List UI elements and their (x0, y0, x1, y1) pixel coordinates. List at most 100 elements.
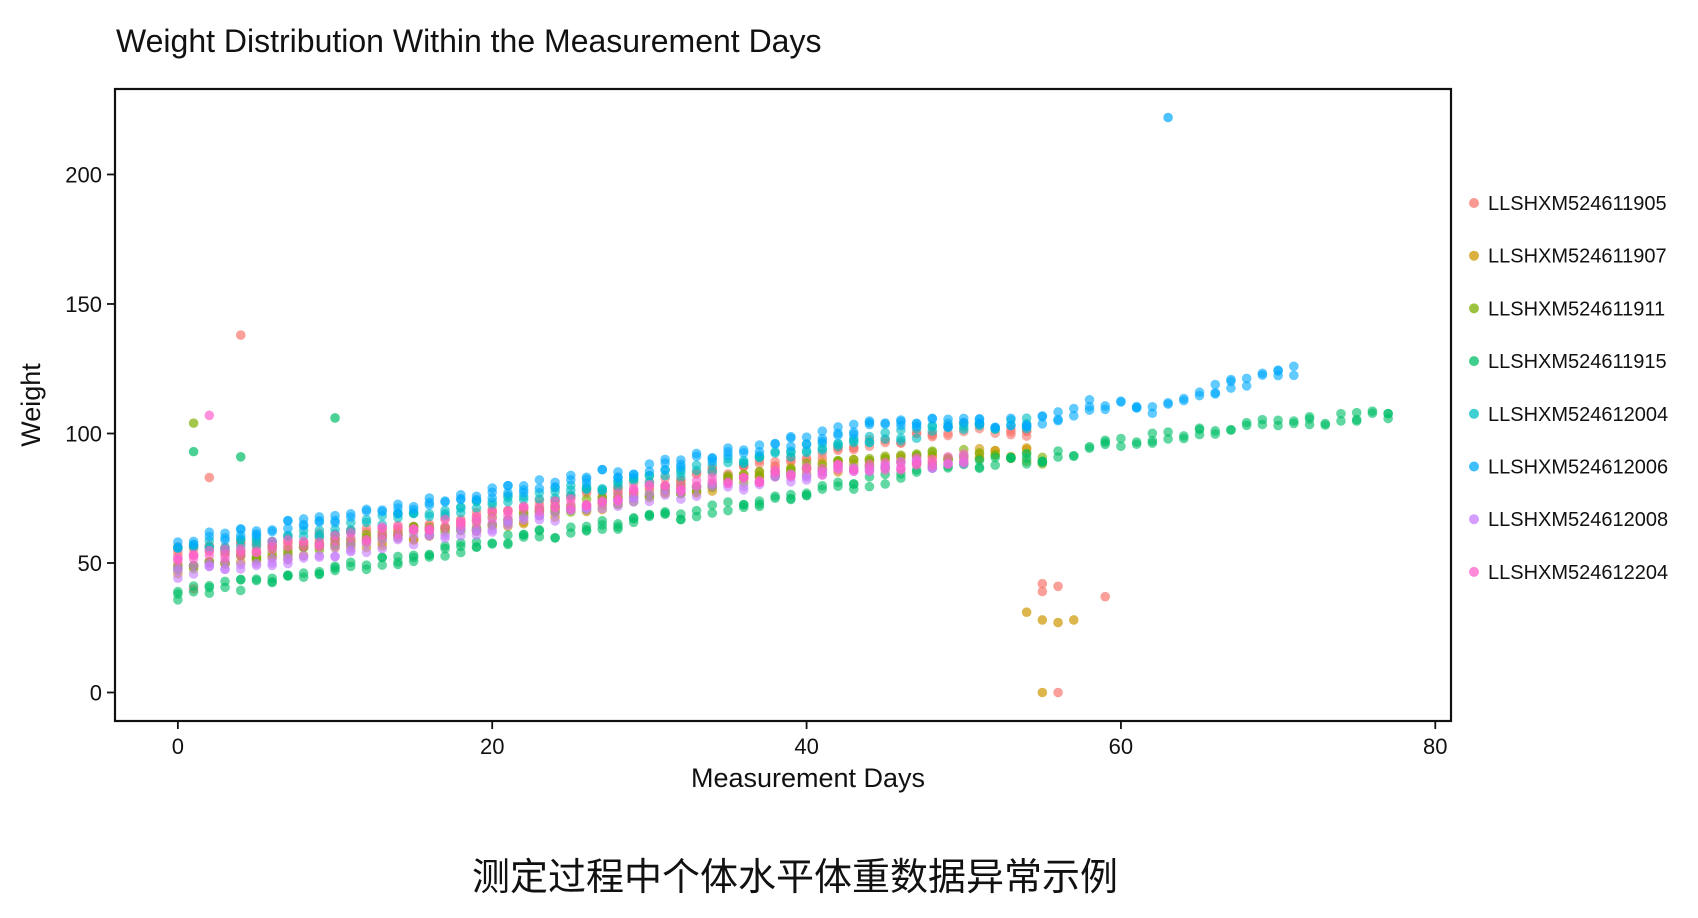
data-point (927, 413, 938, 424)
data-point (251, 529, 262, 539)
data-point (377, 543, 388, 554)
data-point (534, 531, 545, 542)
data-point (974, 463, 985, 474)
data-point (691, 480, 702, 491)
data-point (628, 485, 639, 495)
data-point (1194, 387, 1205, 398)
data-point (330, 517, 340, 528)
data-point (1226, 383, 1236, 393)
data-point (440, 522, 450, 533)
data-point (377, 523, 388, 534)
data-point (361, 517, 372, 528)
x-tick-label: 0 (172, 734, 184, 759)
data-point (597, 524, 608, 535)
data-point (801, 432, 812, 442)
data-point (534, 483, 545, 494)
data-point (628, 469, 639, 479)
data-point (644, 479, 655, 490)
data-point (801, 439, 812, 450)
outlier-point (188, 418, 199, 428)
data-point (1241, 381, 1252, 391)
data-point (833, 439, 843, 449)
y-tick-label: 50 (78, 551, 102, 576)
y-tick-label: 200 (65, 162, 102, 187)
data-point (943, 459, 953, 470)
data-point (943, 414, 953, 425)
data-point (314, 552, 325, 563)
data-point (188, 569, 199, 579)
data-point (754, 440, 765, 450)
x-tick-label: 20 (480, 734, 504, 759)
data-point (660, 454, 670, 465)
data-point (1037, 419, 1048, 429)
data-point (173, 573, 183, 583)
data-points (173, 112, 1393, 698)
data-point (1147, 438, 1158, 448)
series-LLSHXM524611915 (173, 406, 1393, 605)
data-point (833, 477, 843, 488)
data-point (676, 472, 686, 482)
outlier-point (1037, 687, 1048, 698)
data-point (377, 560, 388, 570)
data-point (676, 494, 686, 504)
legend: LLSHXM524611905 LLSHXM524611907 LLSHXM5246… (1469, 193, 1668, 584)
data-point (503, 538, 513, 548)
data-point (455, 494, 466, 504)
data-point (1383, 408, 1393, 419)
data-point (1053, 446, 1063, 456)
data-point (235, 547, 246, 557)
data-point (1116, 441, 1126, 452)
data-point (393, 557, 403, 567)
data-point (267, 558, 277, 568)
data-point (691, 451, 702, 462)
data-point (1241, 373, 1252, 384)
data-point (471, 494, 482, 505)
data-point (660, 490, 670, 500)
legend-swatch (1469, 198, 1479, 208)
data-point (723, 497, 733, 507)
data-point (691, 491, 702, 502)
data-point (251, 547, 262, 558)
outlier-point (1100, 591, 1111, 602)
data-point (455, 520, 466, 531)
data-point (440, 514, 450, 525)
data-point (597, 496, 608, 506)
data-point (503, 530, 513, 540)
data-point (393, 508, 403, 519)
data-point (440, 497, 450, 507)
data-point (1068, 403, 1079, 414)
data-point (723, 450, 733, 461)
data-point (880, 465, 890, 475)
data-point (1257, 414, 1268, 425)
data-point (801, 464, 812, 474)
data-point (518, 487, 529, 498)
data-point (613, 524, 623, 534)
data-point (503, 510, 513, 521)
data-point (660, 508, 670, 519)
data-point (597, 515, 608, 526)
data-point (566, 494, 576, 504)
data-point (754, 466, 765, 477)
data-point (1053, 414, 1063, 425)
data-point (314, 540, 325, 551)
data-point (550, 482, 560, 492)
data-point (911, 453, 922, 463)
data-point (896, 465, 906, 475)
outlier-point (204, 472, 215, 483)
data-point (1179, 393, 1189, 404)
chart-title: Weight Distribution Within the Measureme… (116, 23, 821, 59)
data-point (1304, 411, 1315, 422)
data-point (738, 499, 749, 510)
legend-label: LLSHXM524611905 (1488, 193, 1667, 215)
data-point (377, 506, 388, 517)
data-point (786, 433, 796, 443)
data-point (896, 436, 906, 446)
data-point (911, 418, 922, 429)
data-point (393, 521, 403, 532)
legend-swatch (1469, 461, 1479, 472)
data-point (707, 456, 718, 466)
data-point (204, 582, 215, 593)
data-point (1210, 429, 1221, 439)
data-point (597, 483, 608, 494)
data-point (691, 460, 702, 470)
